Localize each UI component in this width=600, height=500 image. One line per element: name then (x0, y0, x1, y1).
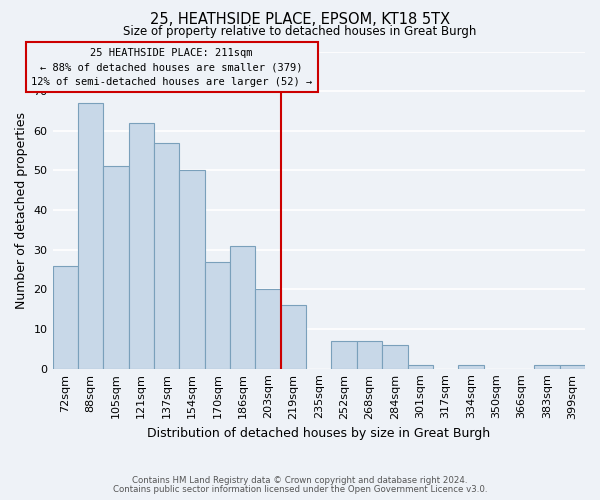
Bar (407, 364, 433, 368)
Text: Contains HM Land Registry data © Crown copyright and database right 2024.: Contains HM Land Registry data © Crown c… (132, 476, 468, 485)
X-axis label: Distribution of detached houses by size in Great Burgh: Distribution of detached houses by size … (147, 427, 490, 440)
Bar (382, 345, 407, 368)
Bar (128, 123, 154, 368)
Bar (78, 103, 103, 368)
Bar (357, 341, 382, 368)
Bar (560, 364, 585, 368)
Text: 25, HEATHSIDE PLACE, EPSOM, KT18 5TX: 25, HEATHSIDE PLACE, EPSOM, KT18 5TX (150, 12, 450, 28)
Bar (331, 341, 357, 368)
Bar (230, 246, 256, 368)
Text: Size of property relative to detached houses in Great Burgh: Size of property relative to detached ho… (124, 25, 476, 38)
Bar (256, 290, 281, 368)
Bar (205, 262, 230, 368)
Bar (281, 305, 306, 368)
Bar (53, 266, 78, 368)
Bar (154, 142, 179, 368)
Bar (458, 364, 484, 368)
Bar (534, 364, 560, 368)
Bar (179, 170, 205, 368)
Text: Contains public sector information licensed under the Open Government Licence v3: Contains public sector information licen… (113, 485, 487, 494)
Y-axis label: Number of detached properties: Number of detached properties (15, 112, 28, 308)
Text: 25 HEATHSIDE PLACE: 211sqm
← 88% of detached houses are smaller (379)
12% of sem: 25 HEATHSIDE PLACE: 211sqm ← 88% of deta… (31, 48, 313, 87)
Bar (103, 166, 128, 368)
